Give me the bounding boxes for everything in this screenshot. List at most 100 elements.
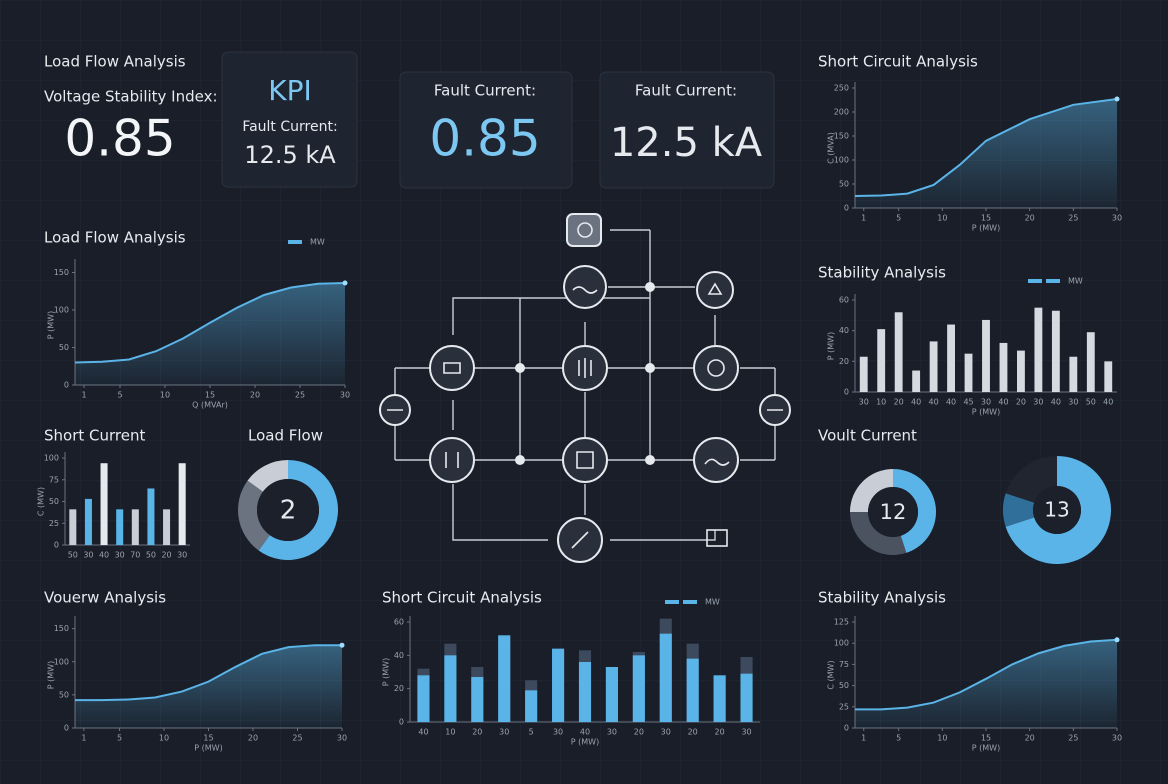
- y-tick-label: 50: [49, 497, 59, 506]
- y-tick-label: 20: [839, 357, 849, 366]
- y-tick-label: 60: [394, 618, 404, 627]
- monitor-icon: [706, 529, 728, 547]
- y-axis-label: C (MVA): [827, 132, 836, 164]
- kpi-card: [599, 71, 775, 189]
- donut-segment: [1005, 456, 1111, 564]
- x-tick-label: 10: [159, 734, 169, 743]
- x-tick-label: 50: [1086, 398, 1096, 407]
- y-tick-label: 25: [49, 519, 59, 528]
- y-tick-label: 0: [54, 541, 59, 550]
- y-tick-label: 100: [834, 156, 849, 165]
- bar: [1034, 307, 1043, 392]
- donut-segment: [247, 459, 288, 492]
- panel-title: Short Circuit Analysis: [382, 589, 542, 607]
- y-tick-label: 0: [844, 204, 849, 213]
- legend-swatch: [288, 240, 302, 244]
- donut-segment: [850, 512, 907, 556]
- bar: [1104, 361, 1113, 392]
- kpi-value: 0.85: [429, 110, 540, 168]
- bar: [116, 509, 124, 545]
- x-tick-label: 25: [1068, 214, 1078, 223]
- x-tick-label: 20: [894, 398, 904, 407]
- bar: [605, 667, 618, 722]
- x-axis-label: P (MW): [972, 408, 1000, 417]
- y-tick-label: 75: [839, 660, 849, 669]
- x-tick-label: 20: [715, 728, 725, 737]
- panel-title: Load Flow: [248, 427, 323, 445]
- y-tick-label: 60: [839, 296, 849, 305]
- bar: [1086, 332, 1095, 392]
- panel-title: Short Circuit Analysis: [818, 53, 978, 71]
- donut-hole: [868, 487, 918, 537]
- x-tick-label: 20: [472, 728, 482, 737]
- bar: [471, 677, 484, 722]
- y-tick-label: 100: [54, 306, 69, 315]
- bar: [912, 370, 921, 392]
- x-tick-label: 40: [99, 551, 109, 560]
- bar: [417, 675, 430, 722]
- kpi-card: [399, 71, 573, 189]
- x-tick-label: 30: [340, 391, 350, 400]
- y-axis-label: P (MW): [47, 661, 56, 689]
- y-tick-label: 0: [399, 718, 404, 727]
- line: [854, 98, 1118, 197]
- legend-label: MW: [310, 238, 325, 247]
- y-tick-label: 25: [839, 702, 849, 711]
- node: [429, 345, 475, 391]
- donut-segment: [893, 469, 937, 553]
- x-tick-label: 40: [946, 398, 956, 407]
- y-tick-label: 40: [394, 651, 404, 660]
- x-tick-label: 30: [607, 728, 617, 737]
- donut-center-label: 13: [1044, 498, 1069, 522]
- bar: [632, 655, 645, 722]
- node-icons: [387, 282, 783, 549]
- x-tick-label: 30: [177, 551, 187, 560]
- x-axis-label: P (MW): [571, 738, 599, 747]
- bar: [444, 655, 457, 722]
- x-tick-label: 15: [203, 734, 213, 743]
- y-tick-label: 250: [834, 84, 849, 93]
- y-tick-label: 75: [49, 475, 59, 484]
- x-tick-label: 20: [250, 391, 260, 400]
- bar: [552, 648, 565, 722]
- y-tick-label: 100: [44, 454, 59, 463]
- panel-title: Vouerw Analysis: [44, 589, 166, 607]
- x-tick-label: 30: [741, 728, 751, 737]
- bar: [100, 463, 108, 545]
- bar: [498, 635, 511, 722]
- bar: [877, 329, 886, 392]
- bar: [686, 658, 699, 722]
- line: [855, 638, 1118, 711]
- bar: [69, 509, 77, 545]
- x-tick-label: 20: [634, 728, 644, 737]
- x-tick-label: 20: [1025, 214, 1035, 223]
- legend-swatch: [1028, 279, 1042, 283]
- bar: [659, 633, 672, 722]
- x-axis-label: P (MW): [194, 744, 222, 753]
- kpi-label: Fault Current:: [434, 82, 536, 100]
- y-tick-label: 50: [59, 343, 69, 352]
- kpi-label: Voltage Stability Index:: [44, 88, 218, 106]
- bar: [713, 675, 726, 722]
- x-tick-label: 5: [117, 734, 122, 743]
- y-tick-label: 200: [834, 108, 849, 117]
- bar: [859, 356, 868, 392]
- y-tick-label: 0: [844, 724, 849, 733]
- x-tick-label: 30: [1112, 734, 1122, 743]
- bar: [999, 342, 1008, 392]
- x-tick-label: 1: [81, 734, 86, 743]
- node: [562, 437, 608, 483]
- junctions: [515, 282, 655, 465]
- x-tick-label: 10: [876, 398, 886, 407]
- x-tick-label: 40: [580, 728, 590, 737]
- y-tick-label: 50: [59, 690, 69, 699]
- x-tick-label: 10: [937, 214, 947, 223]
- legend-swatch: [1046, 279, 1060, 283]
- node: [693, 345, 739, 391]
- panel-title: Stability Analysis: [818, 589, 946, 607]
- end-dot: [1114, 637, 1120, 643]
- x-tick-label: 15: [981, 214, 991, 223]
- kpi-card: [221, 51, 358, 188]
